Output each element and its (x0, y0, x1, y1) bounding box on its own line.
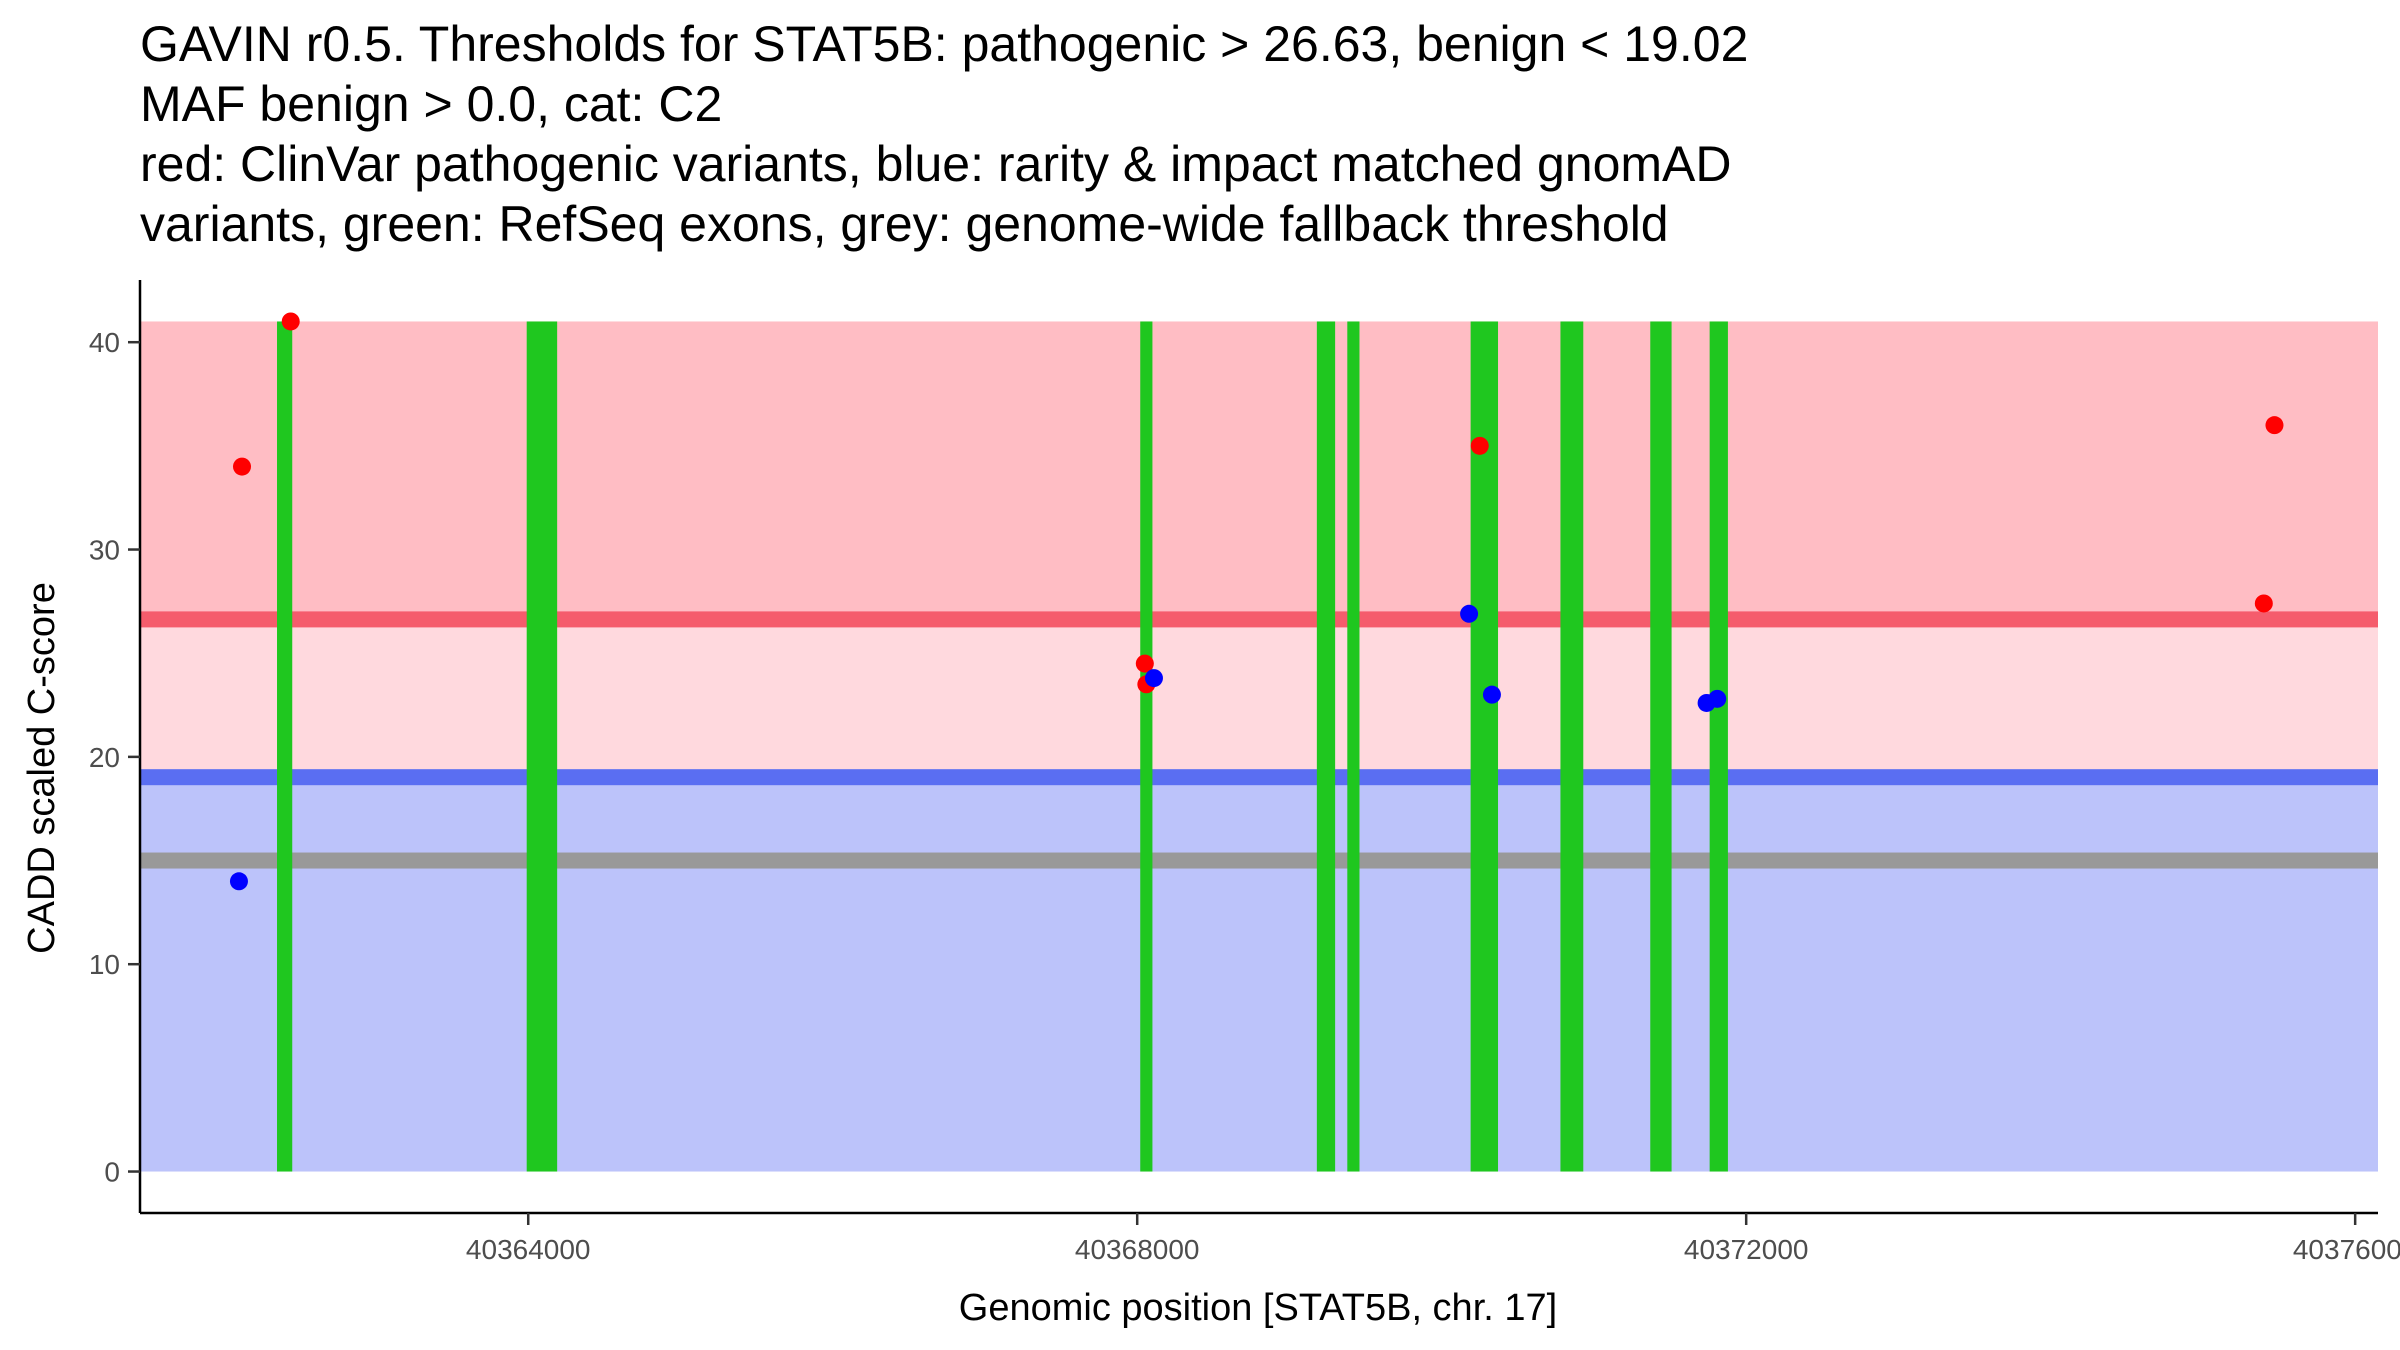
exon-bar (277, 321, 293, 1172)
exon-bar (1650, 321, 1672, 1172)
title-line: red: ClinVar pathogenic variants, blue: … (140, 136, 1732, 192)
pathogenic-variant-point (281, 312, 300, 331)
fallback-threshold-line (140, 852, 2378, 869)
title-line: GAVIN r0.5. Thresholds for STAT5B: patho… (140, 16, 1749, 72)
exon-bar (1140, 321, 1153, 1172)
x-tick-label: 40364000 (466, 1234, 591, 1265)
chart-title: GAVIN r0.5. Thresholds for STAT5B: patho… (140, 14, 1748, 254)
y-tick-label: 10 (89, 949, 120, 980)
exon-bar (1470, 321, 1499, 1172)
exon-bar (1560, 321, 1584, 1172)
title-line: MAF benign > 0.0, cat: C2 (140, 76, 723, 132)
pathogenic-variant-point (2254, 594, 2273, 613)
pathogenic-variant-point (233, 457, 252, 476)
x-tick-label: 40372000 (1684, 1234, 1809, 1265)
title-line: variants, green: RefSeq exons, grey: gen… (140, 196, 1669, 252)
x-tick-label: 40376000 (2293, 1234, 2400, 1265)
y-tick-label: 30 (89, 535, 120, 566)
pathogenic-threshold-line (140, 611, 2378, 628)
pathogenic-variant-point (1135, 654, 1154, 673)
gnomad-variant-point (1460, 604, 1479, 623)
vus-region (140, 619, 2378, 778)
y-tick-label: 40 (89, 327, 120, 358)
exon-bar (526, 321, 558, 1172)
y-tick-label: 0 (104, 1157, 120, 1188)
exon-bar (1316, 321, 1336, 1172)
gnomad-variant-point (1144, 669, 1163, 688)
y-tick-label: 20 (89, 742, 120, 773)
x-tick-label: 40368000 (1075, 1234, 1200, 1265)
pathogenic-variant-point (1470, 436, 1489, 455)
exon-bar (1709, 321, 1728, 1172)
pathogenic-variant-point (2265, 416, 2284, 435)
gnomad-variant-point (229, 872, 248, 891)
exon-bar (1347, 321, 1360, 1172)
pathogenic-region (140, 321, 2378, 620)
x-axis-title: Genomic position [STAT5B, chr. 17] (959, 1287, 1557, 1329)
y-axis-title: CADD scaled C-score (21, 582, 63, 954)
gnomad-variant-point (1708, 689, 1727, 708)
benign-threshold-line (140, 769, 2378, 786)
gnomad-variant-point (1482, 685, 1501, 704)
benign-region (140, 777, 2378, 1172)
